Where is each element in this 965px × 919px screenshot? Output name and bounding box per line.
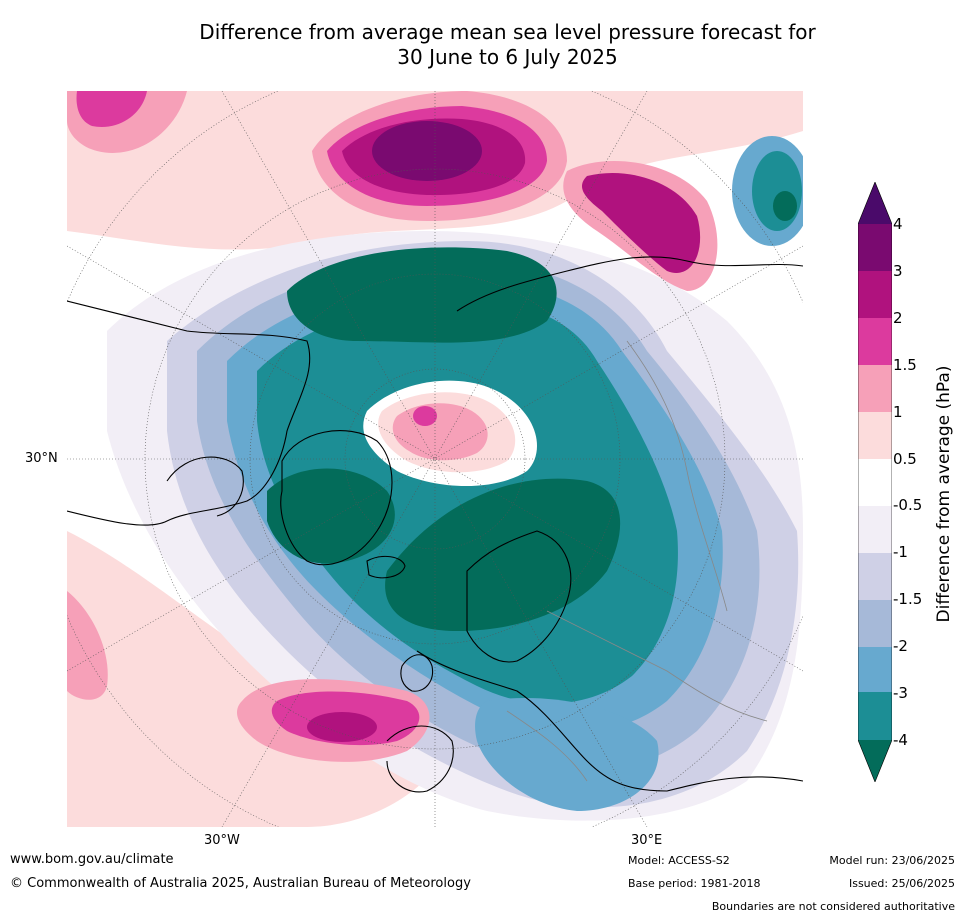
colorbar-tick-label: -3 bbox=[893, 684, 908, 703]
colorbar-tick-label: 1.5 bbox=[893, 355, 917, 374]
positive-anomaly-northeast-2 bbox=[582, 172, 701, 273]
issued-text: Issued: 25/06/2025 bbox=[848, 877, 955, 890]
colorbar-band-m3-m2 bbox=[858, 647, 892, 692]
positive-anomaly-atlantic-2 bbox=[307, 712, 377, 742]
longitude-label-30e: 30°E bbox=[631, 833, 663, 848]
colorbar-arrow-bottom bbox=[858, 740, 892, 782]
website-link[interactable]: www.bom.gov.au/climate bbox=[10, 852, 174, 867]
colorbar-band-1-1p5 bbox=[858, 365, 892, 412]
colorbar-tick-label: 1 bbox=[893, 402, 903, 421]
base-period-text: Base period: 1981-2018 bbox=[628, 877, 761, 890]
title-line-1: Difference from average mean sea level p… bbox=[199, 20, 816, 44]
strong-negative-anomaly-greenland bbox=[267, 468, 395, 564]
colorbar-tick-label: -4 bbox=[893, 731, 908, 749]
colorbar-band-1p5-2 bbox=[858, 318, 892, 365]
british-isles-coast bbox=[400, 654, 434, 692]
colorbar-tick-label: -1 bbox=[893, 543, 908, 562]
colorbar-band-3-4 bbox=[858, 224, 892, 271]
colorbar-tick-label: -0.5 bbox=[893, 496, 923, 515]
colorbar-tick-label: 0.5 bbox=[893, 449, 917, 468]
copyright-text: © Commonwealth of Australia 2025, Austra… bbox=[10, 876, 471, 891]
colorbar-tick-label: 4 bbox=[893, 215, 903, 233]
positive-anomaly-west bbox=[67, 591, 108, 700]
north-america-coast bbox=[67, 300, 311, 526]
strong-negative-anomaly-arctic bbox=[287, 247, 557, 343]
iceland-coast bbox=[366, 555, 406, 579]
model-text: Model: ACCESS-S2 bbox=[628, 854, 730, 867]
colorbar-band-m1-m0p5 bbox=[858, 506, 892, 553]
iberia-coast bbox=[386, 725, 454, 793]
colorbar-band-m1p5-m1 bbox=[858, 553, 892, 600]
pressure-anomaly-map bbox=[67, 91, 803, 827]
coastlines bbox=[67, 256, 803, 793]
colorbar bbox=[858, 182, 892, 782]
scandinavia-coast bbox=[466, 530, 572, 663]
hudson-bay-coast bbox=[166, 456, 244, 517]
colorbar-title: Difference from average (hPa) bbox=[934, 365, 954, 623]
graticule bbox=[67, 91, 803, 827]
negative-anomaly-mediterranean bbox=[475, 697, 659, 811]
colorbar-arrow-top bbox=[858, 182, 892, 224]
pole-positive-anomaly-core bbox=[413, 406, 437, 426]
positive-anomaly-pacific-3 bbox=[372, 121, 482, 181]
greenland-coast bbox=[280, 430, 393, 566]
eurasia-north-coast bbox=[456, 256, 803, 312]
colorbar-tick-label: -2 bbox=[893, 637, 908, 656]
colorbar-tick-label: 2 bbox=[893, 308, 903, 327]
model-run-text: Model run: 23/06/2025 bbox=[829, 854, 955, 867]
latitude-label-30n: 30°N bbox=[25, 451, 58, 466]
colorbar-tick-label: -1.5 bbox=[893, 590, 923, 609]
strong-negative-anomaly-scandinavia bbox=[385, 478, 621, 631]
title-line-2: 30 June to 6 July 2025 bbox=[397, 45, 618, 69]
longitude-label-30w: 30°W bbox=[204, 833, 240, 848]
colorbar-band-m2-m1p5 bbox=[858, 600, 892, 647]
strong-negative-anomaly-far-northeast bbox=[752, 151, 802, 231]
disclaimer-text: Boundaries are not considered authoritat… bbox=[711, 900, 955, 913]
strongest-negative-anomaly-far-northeast bbox=[773, 191, 797, 221]
colorbar-band-m4-m3 bbox=[858, 692, 892, 740]
country-borders bbox=[506, 340, 768, 782]
europe-coast bbox=[416, 650, 803, 792]
colorbar-band-neutral bbox=[858, 459, 892, 506]
colorbar-band-0p5-1 bbox=[858, 412, 892, 459]
colorbar-band-2-3 bbox=[858, 271, 892, 318]
map-title: Difference from average mean sea level p… bbox=[0, 20, 965, 70]
positive-anomaly-northwest-core bbox=[76, 91, 147, 127]
colorbar-tick-label: 3 bbox=[893, 261, 903, 280]
